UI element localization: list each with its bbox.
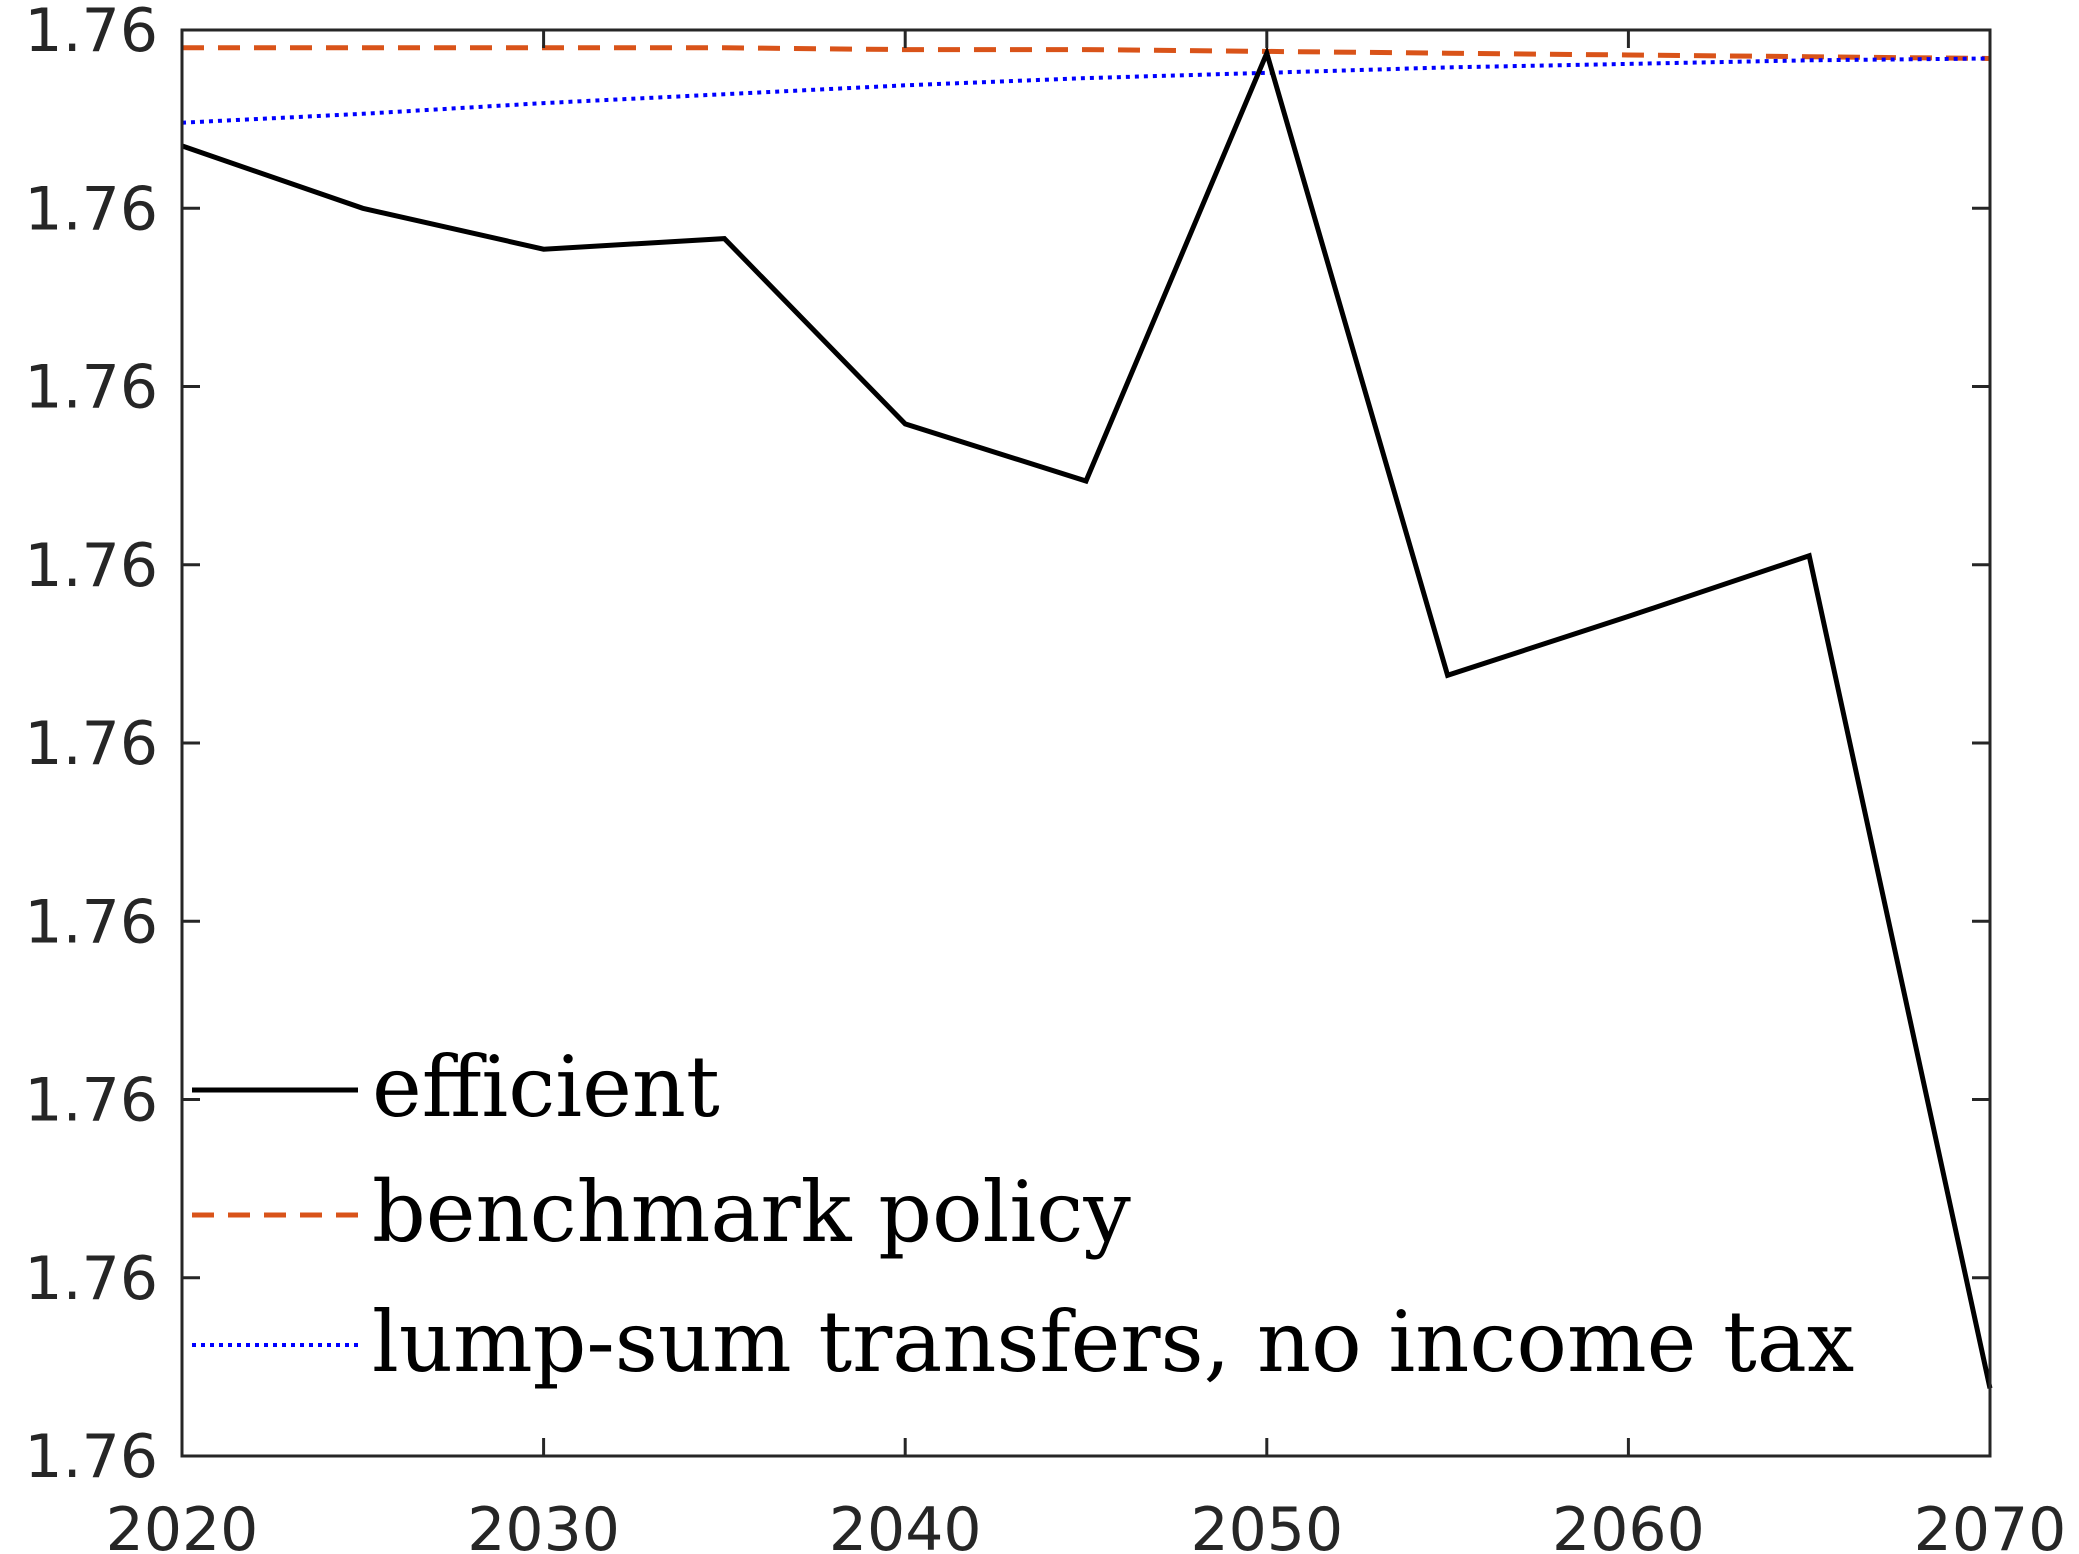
x-tick-label: 2070	[1914, 1495, 2067, 1554]
y-tick-label: 1.76	[24, 709, 158, 779]
y-tick-label: 1.76	[24, 1066, 158, 1136]
y-tick-label: 1.76	[24, 353, 158, 423]
series-line-0	[181, 45, 1993, 1389]
tick-layer: 2020 2030 2040 2050 2060 2070 1.76 1.76 1.76 1.76…	[24, 0, 2066, 1554]
y-tick-label: 1.76	[24, 1244, 158, 1314]
x-tick-label: 2030	[467, 1495, 620, 1554]
legend-label-0: efficient	[372, 1038, 720, 1136]
y-tick-label: 1.76	[24, 531, 158, 601]
x-tick-label: 2040	[829, 1495, 982, 1554]
y-tick-label: 1.76	[24, 1422, 158, 1492]
x-tick-label: 2060	[1552, 1495, 1705, 1554]
y-tick-label: 1.76	[24, 0, 158, 66]
series-line-1	[182, 45, 1991, 61]
y-tick-label: 1.76	[24, 887, 158, 957]
plot-area	[182, 30, 1990, 1456]
x-tick-label: 2050	[1190, 1495, 1343, 1554]
y-tick-label: 1.76	[24, 174, 158, 244]
series-layer	[181, 45, 1993, 1389]
legend-label-1: benchmark policy	[372, 1163, 1131, 1261]
legend: efficient benchmark policy lump-sum transf…	[192, 1038, 1854, 1391]
legend-label-2: lump-sum transfers, no income tax	[372, 1293, 1854, 1391]
x-tick-label: 2020	[106, 1495, 259, 1554]
